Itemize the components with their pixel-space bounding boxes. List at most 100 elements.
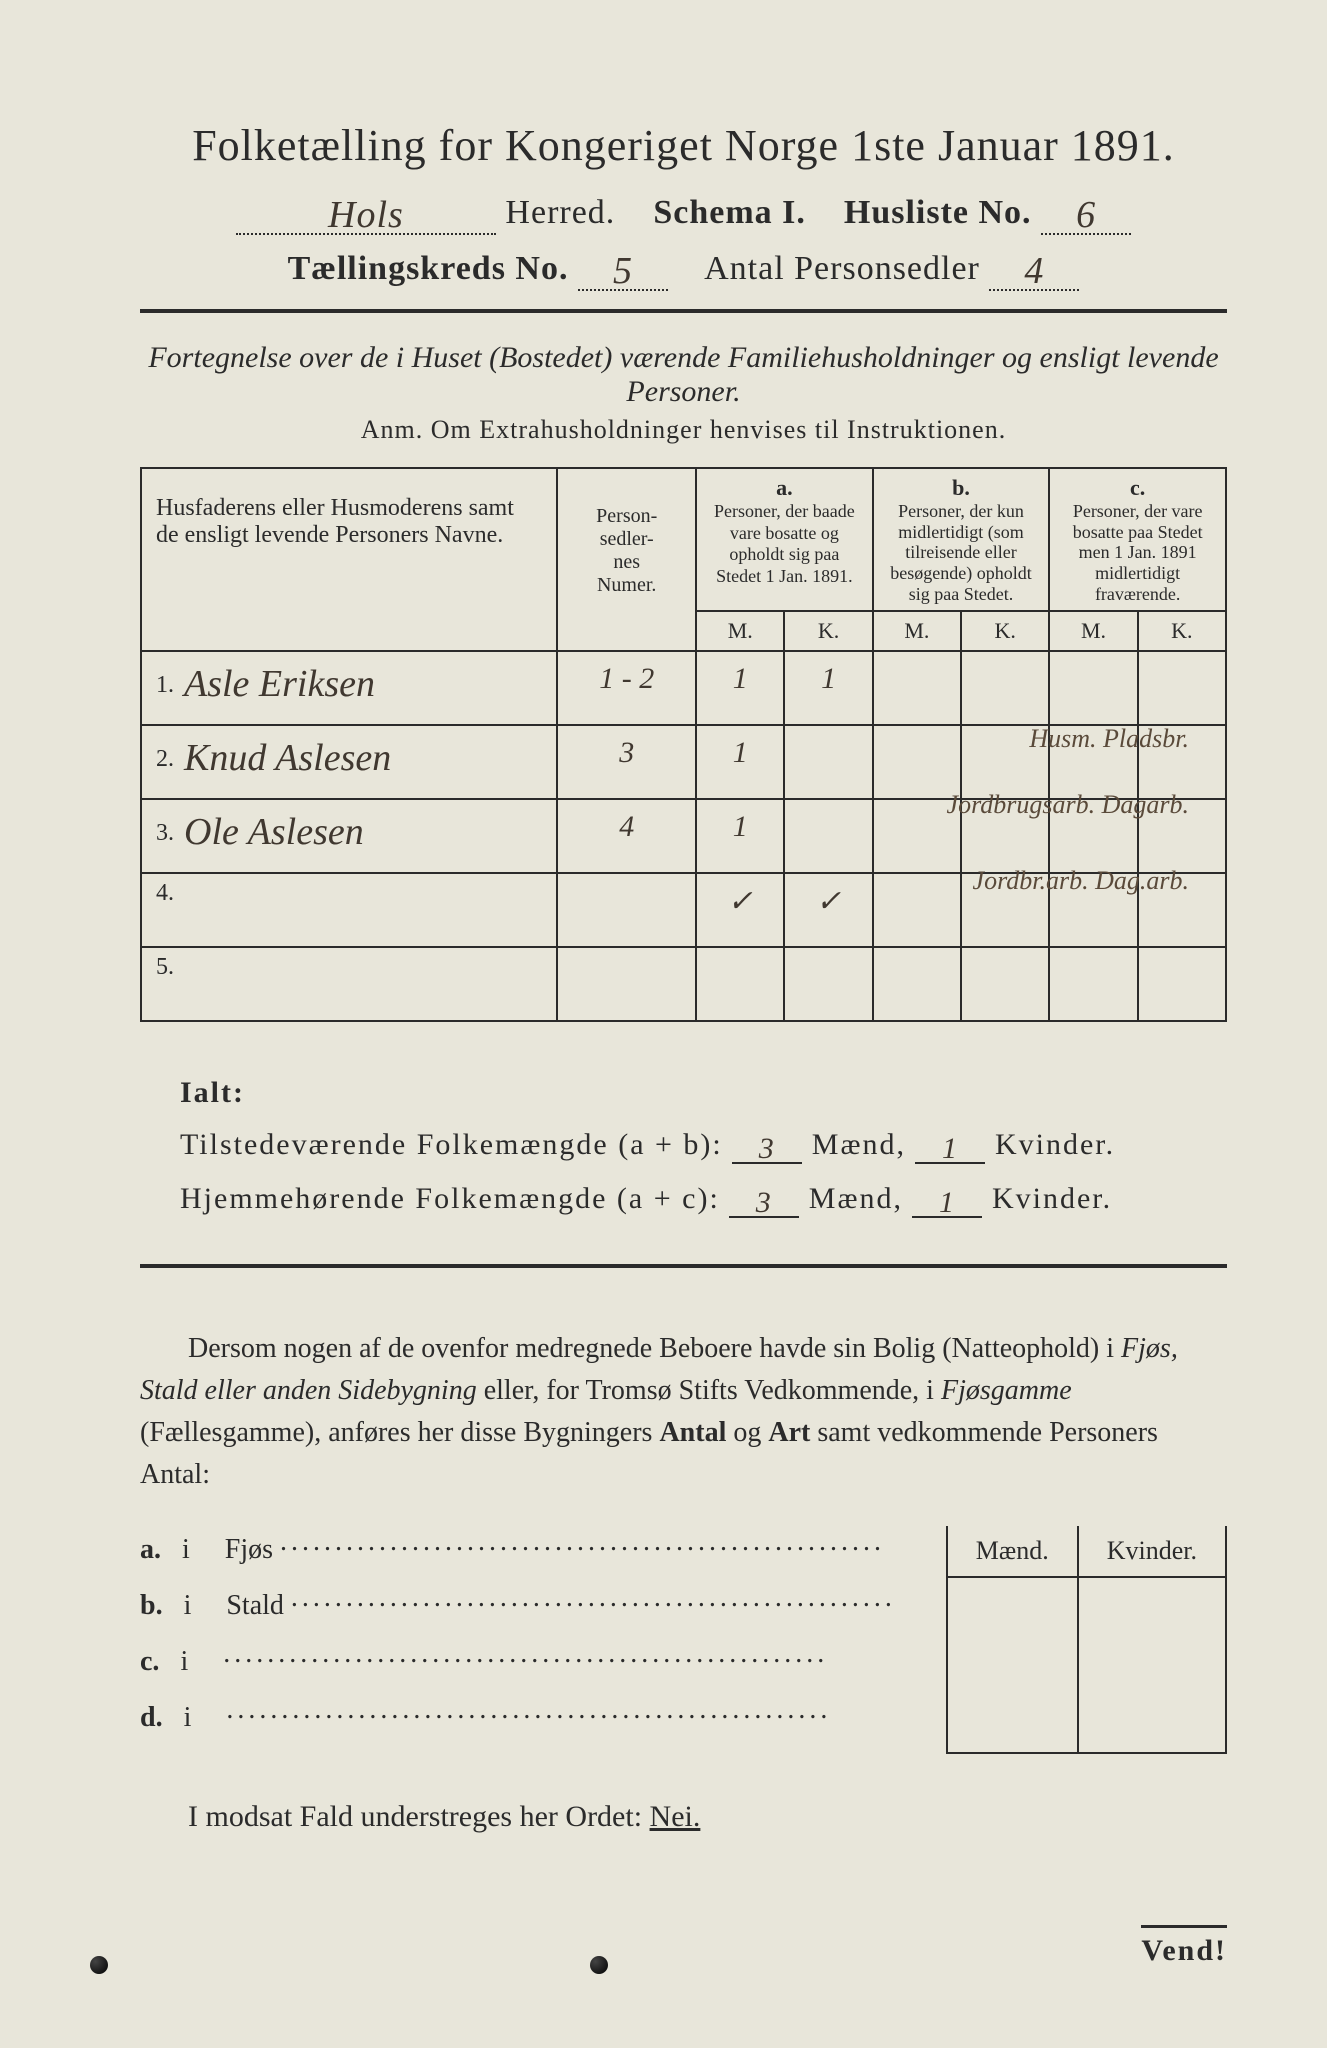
para-bold2: Art xyxy=(768,1417,810,1448)
th-numer-text: Person- sedler- nes Numer. xyxy=(566,475,687,597)
kvinder-label-1: Kvinder. xyxy=(995,1128,1115,1161)
building-row: c. i ...................................… xyxy=(140,1638,916,1678)
cell-bM xyxy=(873,873,961,947)
antal-field: 4 xyxy=(989,245,1079,291)
th-cK: K. xyxy=(1138,611,1226,651)
husliste-field: 6 xyxy=(1041,189,1131,235)
schema-label: Schema I. xyxy=(653,194,806,231)
nei-word: Nei. xyxy=(650,1800,701,1833)
census-form-page: Folketælling for Kongeriget Norge 1ste J… xyxy=(0,0,1327,2048)
para-ital2: Fjøsgamme xyxy=(941,1375,1072,1406)
th-numer: Person- sedler- nes Numer. xyxy=(557,468,696,651)
cell-numer: 4 xyxy=(557,799,696,873)
th-aM: M. xyxy=(696,611,784,651)
para-and: og xyxy=(733,1417,768,1448)
para-bold1: Antal xyxy=(659,1417,726,1448)
bldg-cell xyxy=(947,1665,1078,1709)
cell-bM xyxy=(873,947,961,1021)
cell-aM: 1 xyxy=(696,651,784,725)
kvinder-label-2: Kvinder. xyxy=(992,1182,1112,1215)
totals-line-2: Hjemmehørende Folkemængde (a + c): 3 Mæn… xyxy=(180,1182,1227,1218)
subtitle-1: Fortegnelse over de i Huset (Bostedet) v… xyxy=(140,341,1227,409)
totals-line1-M-field: 3 xyxy=(732,1128,802,1164)
nei-prefix: I modsat Fald understreges her Ordet: xyxy=(188,1800,650,1833)
building-row: b. i Stald .............................… xyxy=(140,1582,916,1622)
th-bK: K. xyxy=(961,611,1049,651)
row-note-3-text: Jordbr.arb. Dag.arb. xyxy=(973,866,1189,895)
cell-name: 1.Asle Eriksen xyxy=(141,651,557,725)
cell-cK xyxy=(1138,947,1226,1021)
row-note-1-text: Husm. Pladsbr. xyxy=(1029,724,1189,753)
cell-aM xyxy=(696,947,784,1021)
th-group-c: c. Personer, der vare bosatte paa Stedet… xyxy=(1049,468,1226,611)
th-names-text: Husfaderens eller Husmoderens samt de en… xyxy=(150,475,548,569)
header-line-3: Tællingskreds No. 5 Antal Personsedler 4 xyxy=(140,245,1227,291)
cell-name: 4. xyxy=(141,873,557,947)
cell-numer: 1 - 2 xyxy=(557,651,696,725)
buildings-list: a. i Fjøs ..............................… xyxy=(140,1526,916,1754)
th-aK: K. xyxy=(784,611,872,651)
totals-line1-K-field: 1 xyxy=(915,1128,985,1164)
bldg-cell xyxy=(1078,1577,1226,1621)
cell-aM: 1 xyxy=(696,799,784,873)
bldg-cell xyxy=(947,1577,1078,1621)
herred-field: Hols xyxy=(236,189,496,235)
table-wrapper: Husfaderens eller Husmoderens samt de en… xyxy=(140,467,1227,1022)
building-row: d. i ...................................… xyxy=(140,1694,916,1734)
bldg-th-maend: Mænd. xyxy=(947,1526,1078,1577)
cell-aK xyxy=(784,947,872,1021)
pin-icon xyxy=(590,1956,608,1974)
row-note-2-text: Jordbrugsarb. Dagarb. xyxy=(947,790,1189,819)
instruction-paragraph: Dersom nogen af de ovenfor medregnede Be… xyxy=(140,1328,1227,1496)
th-a-text: Personer, der baade vare bosatte og opho… xyxy=(705,501,864,587)
table-row: 1.Asle Eriksen1 - 211 xyxy=(141,651,1226,725)
table-row: 5. xyxy=(141,947,1226,1021)
herred-value: Hols xyxy=(328,193,404,237)
bldg-cell xyxy=(947,1621,1078,1665)
kreds-value: 5 xyxy=(613,249,633,293)
totals-line1-M: 3 xyxy=(759,1132,776,1166)
bldg-th-kvinder: Kvinder. xyxy=(1078,1526,1226,1577)
herred-label: Herred. xyxy=(505,194,615,231)
table-body: 1.Asle Eriksen1 - 2112.Knud Aslesen313.O… xyxy=(141,651,1226,1021)
th-names: Husfaderens eller Husmoderens samt de en… xyxy=(141,468,557,651)
cell-aK: ✓ xyxy=(784,873,872,947)
th-group-b: b. Personer, der kun midlertidigt (som t… xyxy=(873,468,1050,611)
cell-cM xyxy=(1049,651,1137,725)
th-b-top: b. xyxy=(882,475,1041,501)
totals-line2-M: 3 xyxy=(756,1186,773,1220)
para-mid: eller, for Tromsø Stifts Vedkommende, i xyxy=(484,1375,941,1406)
bldg-cell xyxy=(947,1709,1078,1753)
maend-label-1: Mænd, xyxy=(812,1128,906,1161)
th-c-text: Personer, der vare bosatte paa Stedet me… xyxy=(1058,501,1217,604)
row-note-3: Jordbr.arb. Dag.arb. xyxy=(973,867,1189,894)
cell-numer xyxy=(557,873,696,947)
th-b-text: Personer, der kun midlertidigt (som tilr… xyxy=(882,501,1041,604)
divider-2 xyxy=(140,1264,1227,1268)
bldg-cell xyxy=(1078,1709,1226,1753)
cell-bM xyxy=(873,725,961,799)
th-c-top: c. xyxy=(1058,475,1217,501)
row-note-1: Husm. Pladsbr. xyxy=(1029,725,1189,752)
buildings-table: Mænd. Kvinder. xyxy=(946,1526,1227,1754)
building-row: a. i Fjøs ..............................… xyxy=(140,1526,916,1566)
totals-line-1: Tilstedeværende Folkemængde (a + b): 3 M… xyxy=(180,1128,1227,1164)
maend-label-2: Mænd, xyxy=(809,1182,903,1215)
husliste-value: 6 xyxy=(1076,193,1096,237)
cell-cK xyxy=(1138,651,1226,725)
buildings-block: a. i Fjøs ..............................… xyxy=(140,1526,1227,1754)
th-a-top: a. xyxy=(705,475,864,501)
antal-value: 4 xyxy=(1024,249,1044,293)
th-bM: M. xyxy=(873,611,961,651)
totals-block: Ialt: Tilstedeværende Folkemængde (a + b… xyxy=(180,1076,1227,1218)
cell-bK xyxy=(961,651,1049,725)
cell-aK: 1 xyxy=(784,651,872,725)
cell-aK xyxy=(784,799,872,873)
cell-name: 5. xyxy=(141,947,557,1021)
antal-label: Antal Personsedler xyxy=(704,250,980,287)
header-line-2: Hols Herred. Schema I. Husliste No. 6 xyxy=(140,189,1227,235)
totals-line2-M-field: 3 xyxy=(729,1182,799,1218)
totals-line2-label: Hjemmehørende Folkemængde (a + c): xyxy=(180,1182,720,1215)
para-paren: (Fællesgamme), anføres her disse Bygning… xyxy=(140,1417,659,1448)
kreds-label: Tællingskreds No. xyxy=(288,250,569,287)
